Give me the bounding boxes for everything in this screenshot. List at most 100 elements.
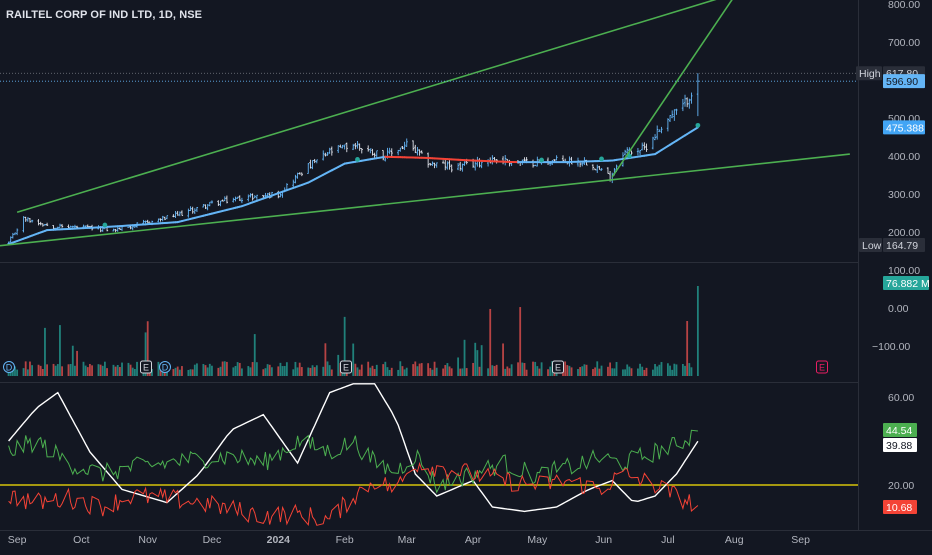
volume-value-label: 76.882 M xyxy=(883,276,930,290)
earnings-marker[interactable]: E xyxy=(553,361,564,373)
volume-bar xyxy=(579,367,581,376)
volume-bar xyxy=(656,366,658,376)
volume-bar xyxy=(391,368,393,376)
volume-bar xyxy=(584,364,586,376)
volume-bar xyxy=(412,364,414,376)
volume-bar xyxy=(566,365,568,376)
volume-bar xyxy=(429,368,431,376)
volume-bar xyxy=(476,350,478,376)
volume-bar xyxy=(534,362,536,376)
volume-bar xyxy=(280,363,282,376)
low-value-label: 164.79 xyxy=(883,238,925,252)
volume-bar xyxy=(506,367,508,376)
volume-bar xyxy=(222,362,224,376)
volume-bar xyxy=(232,367,234,376)
volume-bar xyxy=(661,362,663,376)
signal-dot xyxy=(102,223,107,228)
volume-bar xyxy=(581,366,583,376)
volume-bar xyxy=(626,364,628,376)
volume-bar xyxy=(577,369,579,376)
svg-text:D: D xyxy=(6,363,13,373)
volume-bar xyxy=(119,367,121,376)
signal-dot xyxy=(695,123,700,128)
volume-bar xyxy=(417,366,419,376)
volume-bar xyxy=(673,364,675,376)
moving-average-label: 475.388 xyxy=(883,120,925,134)
adx-value-label: 39.88 xyxy=(883,438,917,452)
volume-bar xyxy=(517,362,519,376)
volume-bar xyxy=(172,369,174,376)
time-tick-label: Aug xyxy=(725,534,744,546)
volume-bar xyxy=(247,366,249,376)
dividend-marker[interactable]: D xyxy=(4,362,15,373)
volume-bar xyxy=(616,362,618,376)
volume-tick-label: 0.00 xyxy=(888,303,909,315)
volume-bar xyxy=(57,364,59,376)
volume-bar xyxy=(207,367,209,376)
svg-text:10.68: 10.68 xyxy=(886,502,912,514)
volume-bar xyxy=(202,364,204,376)
volume-bar xyxy=(479,367,481,376)
volume-bar xyxy=(624,369,626,376)
volume-bar xyxy=(487,368,489,376)
volume-bar xyxy=(541,362,543,376)
volume-bar xyxy=(252,362,254,376)
volume-bar xyxy=(70,364,72,376)
volume-bar xyxy=(639,364,641,376)
volume-bar xyxy=(61,366,63,376)
volume-bar xyxy=(367,362,369,376)
volume-bar xyxy=(641,367,643,376)
svg-text:High: High xyxy=(859,68,881,80)
earnings-marker[interactable]: E xyxy=(341,361,352,373)
time-tick-label: Dec xyxy=(203,534,222,546)
volume-bar xyxy=(115,367,117,376)
volume-bar xyxy=(269,365,271,376)
svg-text:164.79: 164.79 xyxy=(886,240,918,252)
volume-bar xyxy=(239,363,241,376)
volume-bar xyxy=(369,368,371,376)
volume-bar xyxy=(491,365,493,376)
chart-title: RAILTEL CORP OF IND LTD, 1D, NSE xyxy=(6,9,202,21)
price-tick-label: 300.00 xyxy=(888,189,920,201)
last-price-label: 596.90 xyxy=(883,74,925,88)
volume-bar xyxy=(241,368,243,376)
volume-bar xyxy=(451,368,453,376)
future-earnings-marker[interactable]: E xyxy=(817,361,828,373)
volume-bar xyxy=(509,368,511,376)
volume-bar xyxy=(654,364,656,376)
volume-bar xyxy=(130,365,132,376)
signal-dot xyxy=(355,157,360,162)
volume-bar xyxy=(357,367,359,376)
volume-bar xyxy=(434,362,436,376)
dividend-marker[interactable]: D xyxy=(160,362,171,373)
volume-tick-label: −100.00 xyxy=(872,341,910,353)
volume-bar xyxy=(267,364,269,376)
signal-dot xyxy=(599,157,604,162)
volume-bar xyxy=(449,366,451,376)
volume-bar xyxy=(669,366,671,376)
volume-bar xyxy=(436,368,438,376)
volume-bar xyxy=(322,367,324,376)
candle xyxy=(127,227,129,228)
earnings-marker[interactable]: E xyxy=(141,361,152,373)
volume-bar xyxy=(682,364,684,376)
volume-bar xyxy=(607,367,609,376)
volume-bar xyxy=(46,364,48,376)
volume-bar xyxy=(549,367,551,376)
volume-bar xyxy=(658,365,660,376)
volume-bar xyxy=(622,369,624,376)
time-tick-label: Feb xyxy=(336,534,354,546)
volume-bar xyxy=(586,365,588,376)
time-tick-label: Jun xyxy=(595,534,612,546)
volume-bar xyxy=(237,362,239,376)
volume-bar xyxy=(631,368,633,376)
svg-text:44.54: 44.54 xyxy=(886,425,912,437)
volume-bar xyxy=(592,369,594,376)
price-tick-label: 200.00 xyxy=(888,227,920,239)
volume-bar xyxy=(442,369,444,376)
volume-bar xyxy=(310,368,312,376)
volume-bar xyxy=(89,364,91,376)
svg-text:E: E xyxy=(555,363,561,373)
volume-bar xyxy=(628,367,630,376)
